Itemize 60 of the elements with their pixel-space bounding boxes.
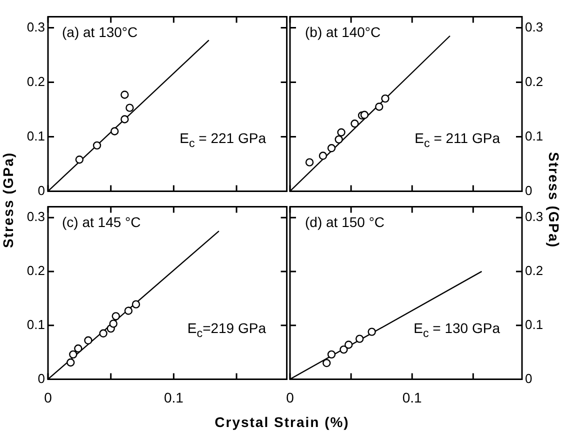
- annotation: (a) at 130°C: [62, 24, 138, 40]
- y-tick-label: 0.2: [525, 263, 544, 278]
- annotation: (d) at 150 °C: [305, 214, 385, 230]
- y-tick-label: 0: [525, 370, 532, 386]
- point: [109, 320, 118, 328]
- point: [340, 345, 348, 354]
- point: [350, 120, 359, 128]
- point: [356, 334, 364, 343]
- point: [368, 328, 376, 336]
- point: [124, 306, 133, 315]
- point: [327, 350, 336, 359]
- point: [84, 336, 92, 345]
- x-axis-title: Crystal Strain (%): [214, 414, 350, 430]
- y-tick-label: 0.2: [26, 74, 45, 89]
- y-tick-label: 0.2: [26, 263, 45, 278]
- x-tick-label: 0: [286, 389, 294, 406]
- x-tick-label: 0.1: [402, 389, 422, 406]
- y-tick-label: 0.3: [525, 209, 544, 224]
- point: [305, 158, 314, 166]
- annotation: (b) at 140°C: [305, 24, 381, 40]
- point: [74, 344, 82, 353]
- point: [375, 102, 384, 111]
- point: [110, 127, 119, 136]
- point: [344, 340, 353, 349]
- point: [360, 110, 369, 119]
- point: [337, 128, 346, 136]
- y-tick-label: 0.2: [525, 74, 544, 89]
- y-tick-label: 0.1: [26, 128, 45, 144]
- y-tick-label: 0.1: [26, 316, 45, 332]
- annotation: E$_{c}$ = 221 GPa: [180, 130, 266, 150]
- y-tick-label: 0.3: [525, 19, 544, 34]
- y-tick-label: 0.3: [26, 19, 45, 34]
- y-tick-label: 0.3: [26, 209, 45, 224]
- point: [126, 104, 134, 112]
- point: [66, 358, 75, 367]
- point: [334, 135, 343, 144]
- y-tick-label: 0: [38, 370, 45, 386]
- annotation: E$_{c}$ = 211 GPa: [414, 130, 500, 150]
- point: [381, 94, 390, 103]
- annotation: E$_{c}$ = 130 GPa: [414, 320, 500, 340]
- point: [327, 144, 336, 152]
- point: [318, 152, 328, 160]
- point: [322, 358, 331, 368]
- point: [132, 300, 140, 308]
- point: [99, 329, 108, 338]
- point: [69, 350, 78, 359]
- point: [120, 115, 129, 124]
- y-tick-label: 0.1: [525, 316, 544, 332]
- y-tick-label: 0: [525, 182, 532, 198]
- y-tick-label: 0: [38, 182, 45, 198]
- point: [92, 141, 102, 150]
- point: [120, 90, 129, 99]
- annotation: E$_{c}$=219 GPa: [187, 320, 266, 340]
- point: [75, 155, 84, 164]
- y-axis-title: Stress (GPa): [545, 150, 563, 250]
- y-axis-title: Stress (GPa): [0, 150, 17, 250]
- annotation: (c) at 145 °C: [62, 214, 141, 230]
- y-tick-label: 0.1: [525, 128, 544, 144]
- point: [112, 312, 120, 320]
- x-tick-label: 0.1: [164, 389, 184, 406]
